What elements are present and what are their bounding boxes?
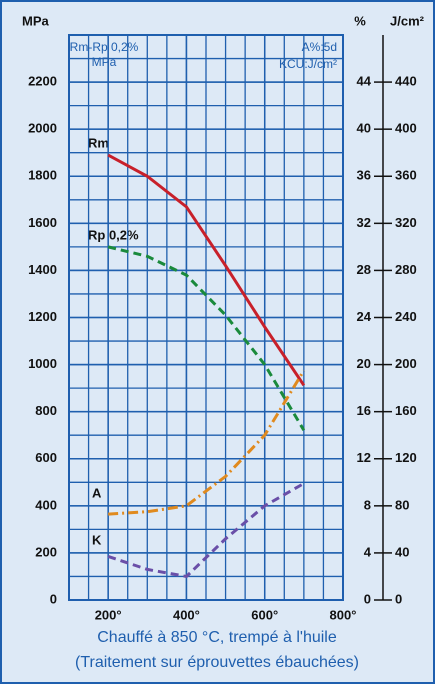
- y-tick-label: 2200: [28, 74, 57, 89]
- y2-tick-label: 8: [364, 497, 371, 512]
- series-label: Rm: [88, 135, 109, 150]
- annotation: Rm-Rp 0,2%: [70, 40, 139, 54]
- y3-tick-label: 160: [395, 403, 417, 418]
- y3-tick-label: 240: [395, 309, 417, 324]
- y2-tick-label: 16: [357, 403, 371, 418]
- y3-tick-label: 280: [395, 262, 417, 277]
- y3-tick-label: 360: [395, 168, 417, 183]
- y3-tick-label: 400: [395, 121, 417, 136]
- x-tick-label: 400°: [173, 607, 200, 622]
- y-tick-label: 1000: [28, 356, 57, 371]
- y-tick-label: 200: [35, 544, 57, 559]
- series-line: [107, 245, 306, 432]
- annotation: A%:5d: [302, 40, 337, 54]
- y-axis-title: MPa: [22, 13, 50, 28]
- series-label: Rp 0,2%: [88, 227, 139, 242]
- y3-tick-label: 0: [395, 591, 402, 606]
- x-tick-label: 800°: [330, 607, 357, 622]
- y3-tick-label: 200: [395, 356, 417, 371]
- annotation: KCU:J/cm²: [279, 57, 337, 71]
- y-tick-label: 400: [35, 497, 57, 512]
- y2-tick-label: 28: [357, 262, 371, 277]
- y2-tick-label: 4: [364, 544, 372, 559]
- series-line: [108, 369, 306, 516]
- y2-tick-label: 24: [357, 309, 372, 324]
- annotation: MPa: [92, 55, 117, 69]
- y2-tick-label: 40: [357, 121, 371, 136]
- y2-tick-label: 32: [357, 215, 371, 230]
- y3-tick-label: 40: [395, 544, 409, 559]
- y3-tick-label: 80: [395, 497, 409, 512]
- caption: (Traitement sur éprouvettes ébauchées): [75, 654, 359, 671]
- y2-tick-label: 36: [357, 168, 371, 183]
- series-line: [107, 153, 306, 387]
- x-tick-label: 600°: [251, 607, 278, 622]
- y2-tick-label: 44: [357, 74, 372, 89]
- y2-tick-label: 20: [357, 356, 371, 371]
- y-tick-label: 600: [35, 450, 57, 465]
- y-tick-label: 1600: [28, 215, 57, 230]
- y-tick-label: 0: [50, 591, 57, 606]
- y2-tick-label: 0: [364, 591, 371, 606]
- y3-tick-label: 320: [395, 215, 417, 230]
- y-tick-label: 1400: [28, 262, 57, 277]
- x-tick-label: 200°: [95, 607, 122, 622]
- caption: Chauffé à 850 °C, trempé à l'huile: [97, 629, 337, 646]
- y-tick-label: 800: [35, 403, 57, 418]
- series-label: K: [92, 532, 102, 547]
- series-label: A: [92, 485, 102, 500]
- y2-axis-title: %: [354, 13, 366, 28]
- y-tick-label: 2000: [28, 121, 57, 136]
- y3-tick-label: 440: [395, 74, 417, 89]
- y2-tick-label: 12: [357, 450, 371, 465]
- series-line: [107, 482, 305, 579]
- y-tick-label: 1800: [28, 168, 57, 183]
- y3-tick-label: 120: [395, 450, 417, 465]
- y3-axis-title: J/cm²: [390, 13, 425, 28]
- y-tick-label: 1200: [28, 309, 57, 324]
